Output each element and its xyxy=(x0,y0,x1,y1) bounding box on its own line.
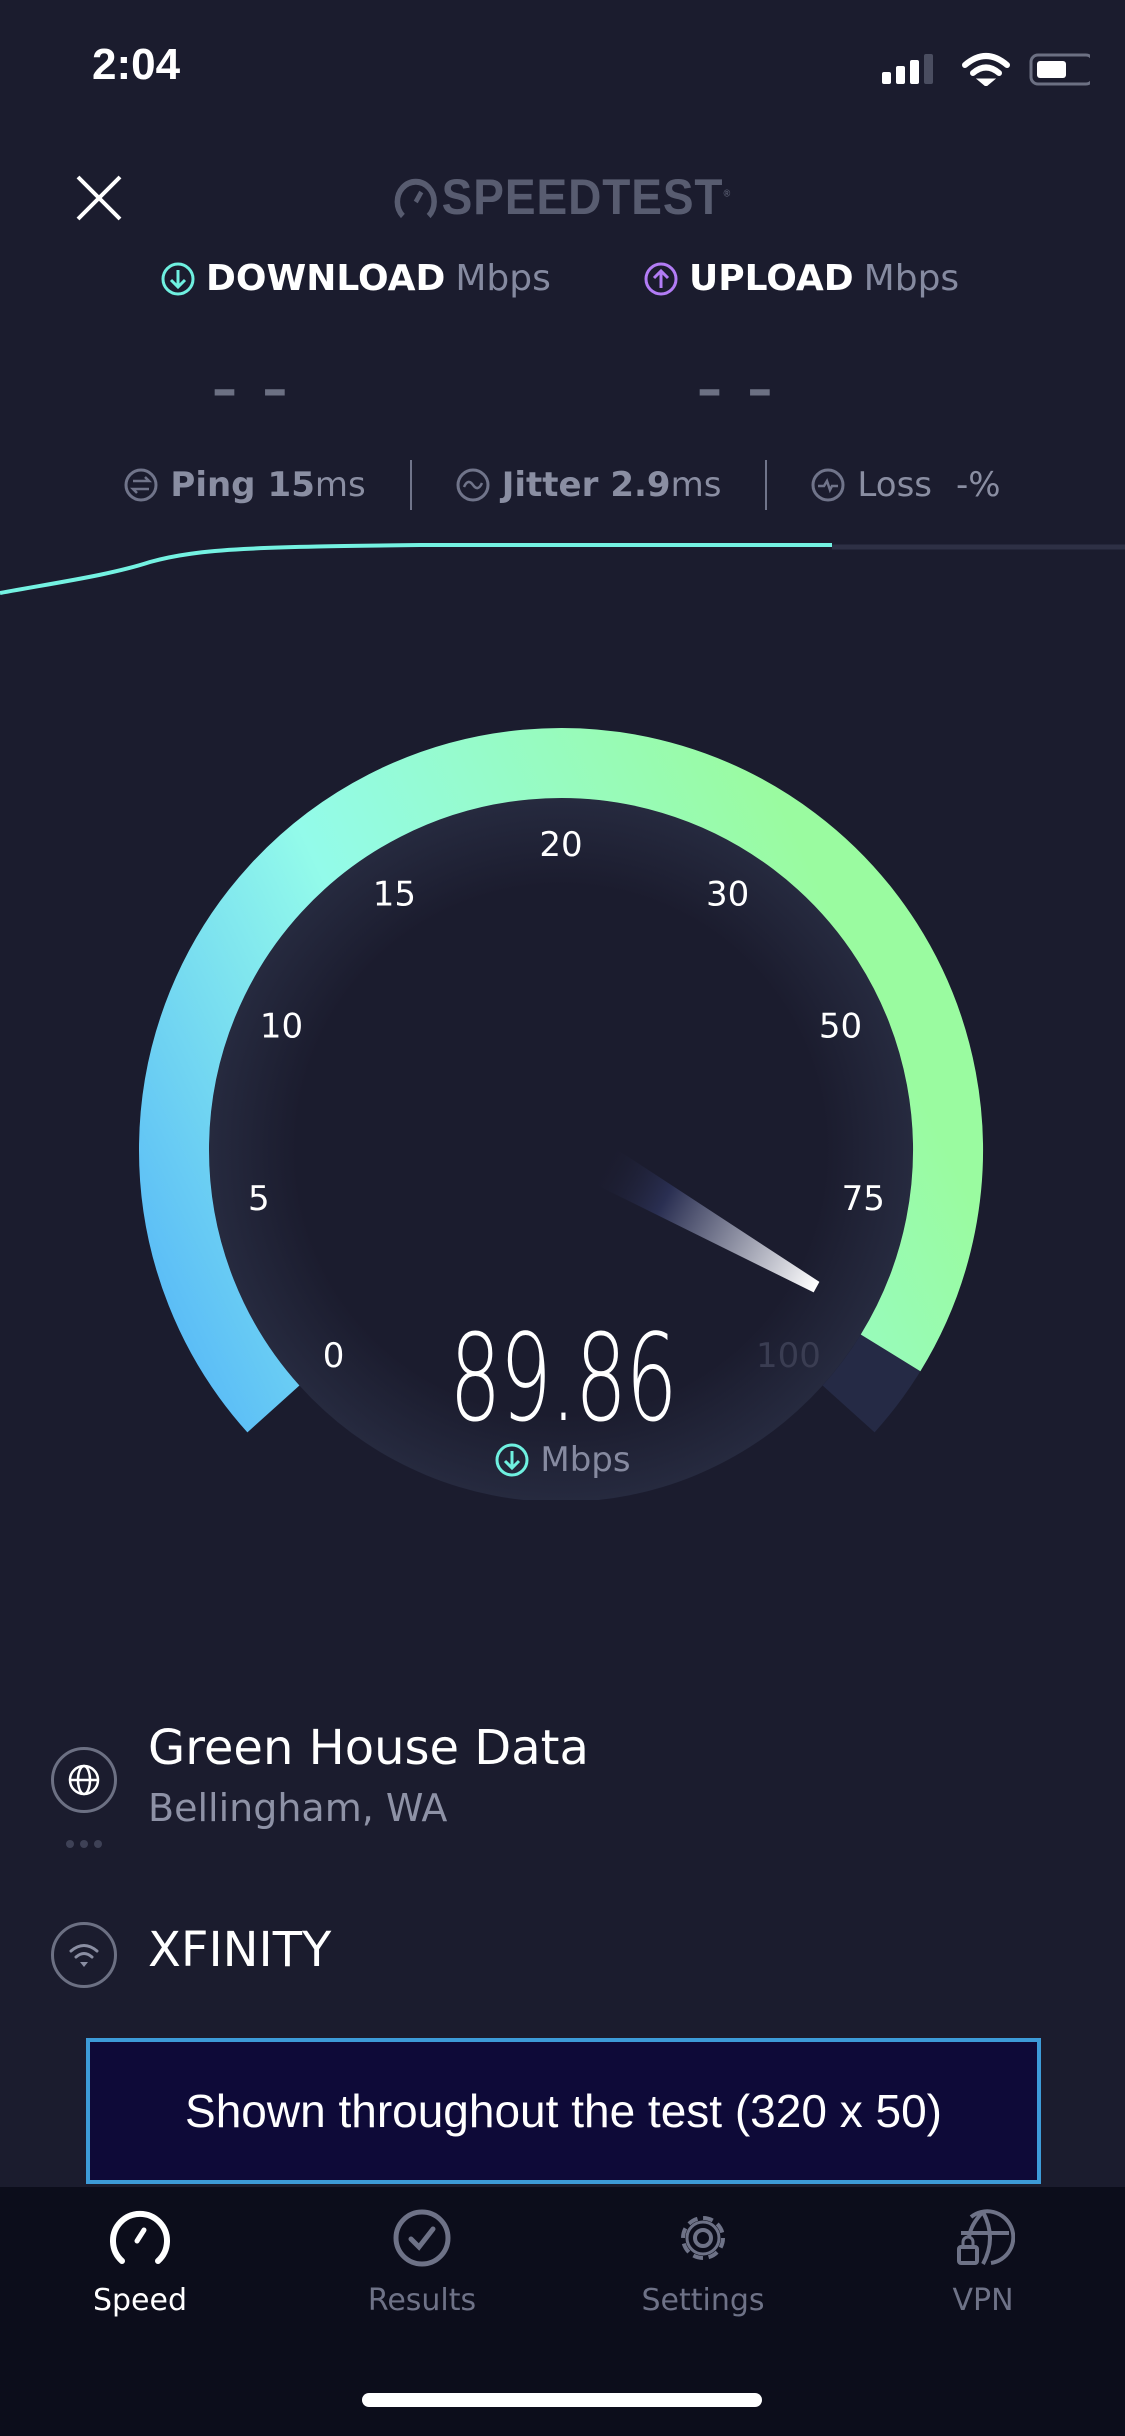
speed-graph xyxy=(0,543,1125,595)
ping-stat: Ping 15ms xyxy=(80,465,409,505)
tab-results[interactable]: Results xyxy=(302,2209,542,2318)
ping-value: 15 xyxy=(267,465,315,505)
isp-icon-circle xyxy=(51,1922,117,1988)
loss-value: - xyxy=(956,465,969,505)
status-icons xyxy=(882,53,1090,86)
current-speed-value: 89.86 xyxy=(449,1310,677,1449)
registered-mark: ® xyxy=(723,188,732,200)
gauge-tick-label: 50 xyxy=(819,1007,862,1047)
jitter-reading: 2.9ms xyxy=(610,465,721,505)
tab-vpn-label[interactable]: VPN xyxy=(952,2283,1014,2318)
gauge-tick-label: 10 xyxy=(260,1007,303,1047)
stats-row: Ping 15ms Jitter 2.9ms Loss -% xyxy=(0,460,1125,510)
gauge-needle xyxy=(589,1144,820,1293)
tab-results-label[interactable]: Results xyxy=(367,2283,477,2318)
download-graph-line xyxy=(0,543,832,595)
ad-text[interactable]: Shown throughout the test (320 x 50) xyxy=(185,2085,942,2137)
upload-icon xyxy=(644,262,678,295)
server-location: Bellingham, WA xyxy=(148,1786,448,1830)
current-speed: 89.86 xyxy=(0,1310,1125,1449)
loss-unit: % xyxy=(968,465,1001,505)
speed-gauge: 0 5 10 15 20 30 50 75 100 xyxy=(139,728,983,1500)
jitter-stat: Jitter 2.9ms xyxy=(412,465,766,505)
download-icon xyxy=(161,262,195,295)
gauge-tick-label: 30 xyxy=(706,874,749,914)
ping-unit: ms xyxy=(314,465,366,505)
jitter-label: Jitter xyxy=(501,465,599,505)
server-name[interactable]: Green House Data xyxy=(148,1720,589,1776)
gauge-inner xyxy=(209,798,913,1500)
jitter-icon xyxy=(456,468,490,502)
vpn-globe-lock-icon[interactable] xyxy=(951,2209,1015,2267)
divider xyxy=(765,460,768,510)
tab-speed-label[interactable]: Speed xyxy=(92,2283,188,2318)
wifi-icon xyxy=(69,1944,99,1967)
gauge-tick-label: 15 xyxy=(373,874,416,914)
ping-reading: 15ms xyxy=(268,465,366,505)
status-time: 2:04 xyxy=(92,40,181,89)
battery-icon xyxy=(1029,53,1090,86)
speedometer-icon[interactable] xyxy=(108,2209,172,2267)
divider xyxy=(409,460,412,510)
gear-icon[interactable] xyxy=(671,2209,735,2267)
loss-stat: Loss -% xyxy=(767,465,1044,505)
speedometer-logo-icon xyxy=(394,178,438,219)
gauge-tick-label: 5 xyxy=(248,1179,270,1219)
jitter-unit: ms xyxy=(670,465,722,505)
gauge-tick-label: 100 xyxy=(756,1336,821,1376)
upload-value: – – xyxy=(697,360,777,418)
gauge-tick-label: 0 xyxy=(323,1336,345,1376)
close-icon[interactable] xyxy=(76,175,122,221)
download-header: DOWNLOAD Mbps xyxy=(160,258,551,299)
speed-unit: Mbps xyxy=(0,1440,1125,1480)
gauge-tick-label: 75 xyxy=(842,1179,885,1219)
tab-settings-label[interactable]: Settings xyxy=(641,2283,765,2318)
jitter-value: 2.9 xyxy=(610,465,671,505)
download-icon xyxy=(495,1443,529,1477)
download-value: – – xyxy=(212,360,292,418)
upload-label: UPLOAD xyxy=(689,258,854,299)
gauge-ticks: 0 5 10 15 20 30 50 75 100 xyxy=(248,825,885,1376)
upload-header: UPLOAD Mbps xyxy=(643,258,959,299)
more-dots-icon xyxy=(66,1840,102,1848)
tab-settings[interactable]: Settings xyxy=(583,2209,823,2318)
home-indicator[interactable] xyxy=(362,2393,762,2407)
wifi-icon xyxy=(962,53,1010,86)
gauge-fill xyxy=(139,728,983,1433)
tab-vpn[interactable]: VPN xyxy=(863,2209,1103,2318)
download-unit: Mbps xyxy=(455,258,551,299)
gauge-tick-label: 20 xyxy=(539,825,582,865)
loss-label: Loss xyxy=(857,465,932,505)
speedtest-logo: SPEEDTEST® xyxy=(45,168,1080,226)
server-button[interactable] xyxy=(51,1747,117,1813)
upload-unit: Mbps xyxy=(863,258,960,299)
download-label: DOWNLOAD xyxy=(206,258,446,299)
loss-reading: -% xyxy=(956,465,1001,505)
logo-text: SPEEDTEST xyxy=(441,169,724,225)
check-circle-icon[interactable] xyxy=(390,2209,454,2267)
globe-icon[interactable] xyxy=(67,1763,101,1797)
speed-unit-label: Mbps xyxy=(540,1440,631,1480)
cellular-signal-icon xyxy=(882,54,933,84)
isp-name: XFINITY xyxy=(148,1922,332,1978)
loss-icon xyxy=(811,468,845,502)
close-button[interactable] xyxy=(75,174,123,222)
tab-speed[interactable]: Speed xyxy=(20,2209,260,2318)
ad-banner[interactable]: Shown throughout the test (320 x 50) xyxy=(86,2038,1041,2184)
ping-label: Ping xyxy=(170,465,256,505)
ping-icon xyxy=(124,468,158,502)
